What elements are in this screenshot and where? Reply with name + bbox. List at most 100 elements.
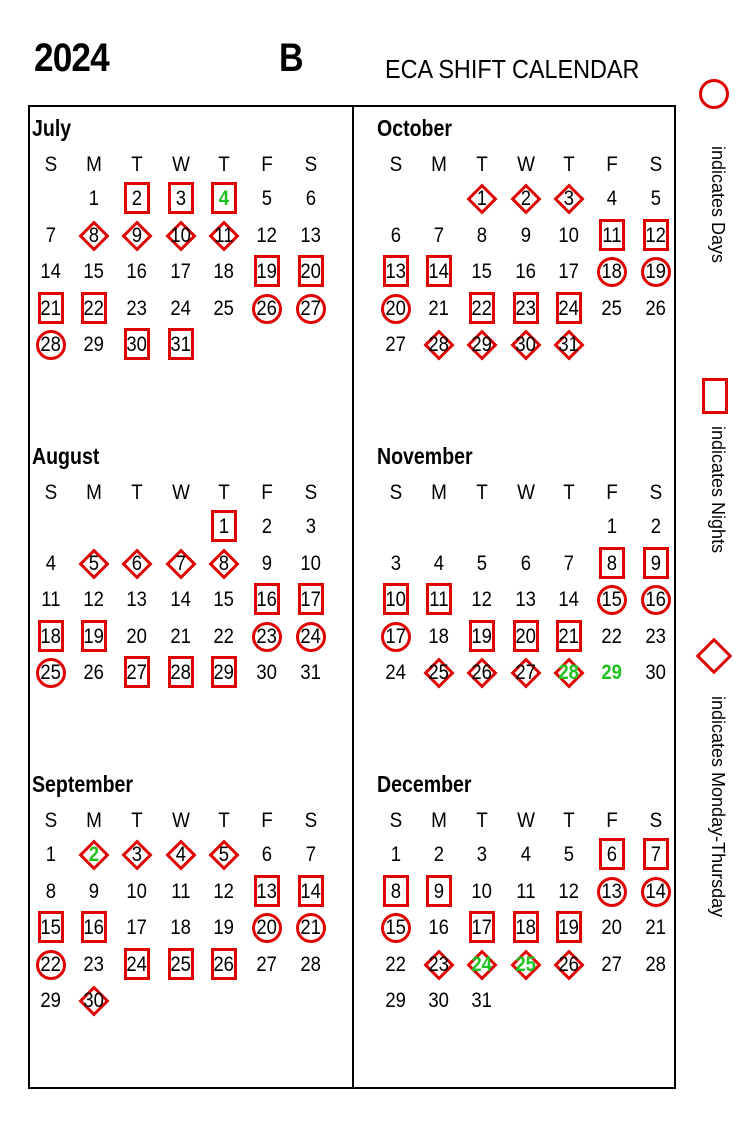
day-number: 11	[602, 223, 622, 247]
day-number: 1	[88, 187, 100, 210]
day-number: 11	[171, 879, 191, 903]
day-number: 2	[131, 187, 143, 210]
calendar-day: 24	[122, 947, 152, 980]
calendar-day: 27	[510, 657, 542, 689]
calendar-day: 29	[209, 656, 239, 688]
circle-marker-icon	[597, 257, 627, 287]
calendar-day: 30	[122, 328, 152, 360]
day-number: 5	[476, 551, 488, 575]
day-number: 25	[40, 661, 62, 684]
square-marker-icon	[599, 838, 625, 870]
calendar-day: 16	[79, 911, 109, 943]
day-number: 19	[645, 260, 667, 283]
calendar-day: 1	[466, 183, 498, 215]
day-number: 19	[558, 916, 580, 939]
calendar-day: 20	[252, 913, 282, 943]
day-number: 2	[650, 515, 662, 538]
square-marker-icon	[599, 546, 625, 579]
day-number: 8	[390, 879, 402, 903]
day-number: 11	[516, 879, 536, 903]
weekday-label: S	[389, 153, 403, 176]
day-number: 5	[650, 187, 662, 210]
day-number: 1	[390, 843, 402, 866]
calendar-day: 13	[252, 874, 282, 907]
shift-label: B	[279, 36, 304, 80]
calendar-day: 8	[36, 877, 66, 907]
day-number: 13	[256, 879, 278, 903]
weekday-label: W	[172, 809, 190, 832]
square-marker-icon	[643, 838, 669, 870]
day-number: 29	[40, 989, 62, 1012]
day-number: 19	[256, 260, 278, 283]
day-number: 9	[520, 223, 532, 247]
calendar-day: 7	[641, 838, 671, 870]
day-number: 18	[40, 624, 62, 648]
calendar-day: 27	[252, 950, 282, 980]
calendar-day: 1	[36, 840, 66, 870]
day-number: 21	[428, 296, 450, 320]
legend-circle-icon	[699, 79, 729, 109]
day-number: 24	[471, 952, 493, 976]
day-number: 12	[471, 588, 493, 611]
calendar-day: 20	[296, 255, 326, 287]
calendar-day: 21	[166, 622, 196, 652]
weekday-label: F	[261, 153, 273, 176]
calendar-day: 6	[121, 547, 153, 580]
day-number: 1	[606, 515, 618, 538]
day-number: 3	[305, 515, 317, 538]
square-marker-icon	[298, 583, 324, 615]
day-number: 4	[175, 843, 187, 866]
calendar-day: 9	[511, 221, 541, 251]
calendar-day: 16	[252, 583, 282, 615]
calendar-day: 1	[381, 840, 411, 870]
day-number: 25	[170, 952, 192, 976]
day-number: 18	[213, 260, 235, 283]
day-number: 29	[385, 989, 407, 1012]
day-number: 7	[650, 843, 662, 866]
calendar-day: 26	[641, 294, 671, 324]
calendar-day: 11	[208, 219, 240, 252]
square-marker-icon	[298, 255, 324, 287]
calendar-day: 4	[597, 184, 627, 214]
day-number: 20	[126, 624, 148, 648]
day-number: 21	[170, 624, 192, 648]
calendar-day: 25	[510, 948, 542, 981]
day-number: 13	[385, 260, 407, 283]
day-number: 12	[558, 879, 580, 903]
calendar-day: 30	[252, 658, 282, 688]
weekday-label: F	[606, 481, 618, 504]
calendar-day: 18	[166, 913, 196, 943]
day-number: 30	[645, 661, 667, 684]
calendar-day: 8	[208, 547, 240, 580]
day-number: 17	[170, 260, 192, 283]
calendar-day: 20	[381, 293, 411, 324]
calendar-day: 3	[553, 183, 585, 215]
day-number: 21	[300, 916, 322, 939]
calendar-day: 23	[511, 291, 541, 324]
calendar-day: 23	[641, 622, 671, 652]
calendar-day: 14	[554, 585, 584, 615]
day-number: 7	[305, 843, 317, 866]
weekday-label: M	[86, 809, 102, 832]
calendar-day: 5	[208, 839, 240, 871]
day-number: 29	[601, 661, 623, 684]
day-number: 15	[601, 588, 623, 611]
day-number: 2	[88, 843, 100, 866]
day-number: 15	[471, 260, 493, 283]
square-marker-icon	[124, 182, 150, 214]
calendar-day: 31	[467, 986, 497, 1016]
square-marker-icon	[513, 911, 539, 943]
weekday-label: T	[563, 809, 575, 832]
calendar-day: 27	[597, 950, 627, 980]
weekday-label: T	[476, 153, 488, 176]
calendar-day: 8	[597, 546, 627, 579]
day-number: 6	[305, 187, 317, 210]
day-number: 24	[558, 296, 580, 320]
calendar-day: 19	[467, 619, 497, 652]
day-number: 21	[645, 916, 667, 939]
weekday-label: M	[86, 153, 102, 176]
day-number: 19	[213, 916, 235, 939]
square-marker-icon	[168, 947, 194, 980]
day-number: 27	[385, 333, 407, 356]
weekday-label: S	[389, 481, 403, 504]
